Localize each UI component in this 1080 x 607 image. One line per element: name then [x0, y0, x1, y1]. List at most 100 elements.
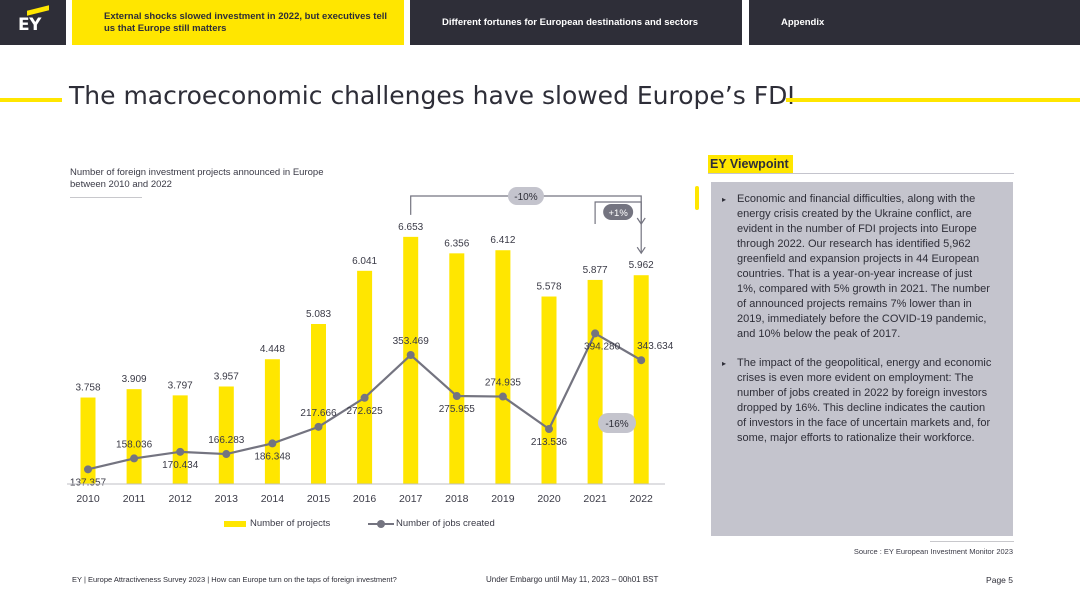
bar-2022: [633, 275, 649, 484]
bar-label-2010: 3.758: [75, 383, 100, 394]
x-tick-2022: 2022: [630, 493, 654, 505]
bar-2020: [541, 296, 557, 484]
jobs-point-2015: [314, 422, 323, 431]
page-title: The macroeconomic challenges have slowed…: [69, 81, 795, 110]
pill-plus1: [603, 204, 634, 220]
bar-2019: [495, 250, 511, 484]
jobs-label-2015: 217.666: [300, 408, 337, 419]
legend-bar-swatch: [224, 520, 246, 527]
bracket-arrow-small-icon: [636, 217, 646, 226]
pill-minus10: [507, 187, 544, 205]
logo-text: EY: [18, 15, 41, 35]
source-note: Source : EY European Investment Monitor …: [853, 547, 1013, 556]
jobs-point-2018: [452, 392, 461, 401]
bar-label-2022: 5.962: [629, 260, 654, 271]
bar-2010: [80, 397, 96, 484]
jobs-label-2012: 170.434: [162, 460, 199, 471]
jobs-point-2016: [360, 393, 369, 402]
jobs-label-2022: 343.634: [637, 341, 674, 352]
annotation-minus10: -10%: [514, 192, 537, 203]
bar-label-2012: 3.797: [168, 380, 193, 391]
jobs-point-2022: [637, 356, 646, 365]
bar-label-2020: 5.578: [536, 282, 561, 293]
jobs-label-2013: 166.283: [208, 435, 245, 446]
viewpoint-bullets: Economic and financial difficulties, alo…: [722, 192, 993, 446]
bar-2014: [264, 359, 280, 484]
jobs-label-2011: 158.036: [116, 439, 153, 450]
bar-label-2021: 5.877: [583, 265, 608, 276]
bar-2013: [218, 386, 234, 484]
jobs-point-2019: [498, 392, 507, 401]
x-tick-2010: 2010: [76, 493, 100, 505]
page-number: Page 5: [986, 575, 1013, 585]
chart-caption: Number of foreign investment projects an…: [70, 167, 324, 190]
jobs-label-2020: 213.536: [531, 437, 568, 448]
jobs-point-2020: [545, 425, 553, 434]
bar-label-2018: 6.356: [444, 238, 469, 249]
viewpoint-bullet-2: The impact of the geopolitical, energy a…: [722, 356, 993, 446]
x-tick-2018: 2018: [445, 493, 469, 505]
bar-label-2016: 6.041: [352, 256, 377, 267]
legend-line-swatch: [368, 519, 394, 529]
jobs-label-2017: 353.469: [393, 336, 430, 347]
x-tick-2015: 2015: [307, 493, 331, 505]
caption-divider: [70, 197, 142, 198]
legend-label-jobs: Number of jobs created: [396, 518, 495, 529]
legend-item-jobs: Number of jobs created: [368, 518, 495, 529]
bar-label-2014: 4.448: [260, 344, 285, 355]
bar-2018: [449, 253, 465, 484]
x-tick-2020: 2020: [537, 493, 561, 505]
jobs-label-2010: 137.357: [70, 477, 107, 488]
jobs-label-2014: 186.348: [254, 451, 291, 462]
tab-different-fortunes[interactable]: Different fortunes for European destinat…: [410, 0, 742, 45]
title-accent-right: [786, 98, 1080, 102]
viewpoint-heading: EY Viewpoint: [708, 155, 793, 173]
bar-2011: [126, 389, 142, 484]
tab-external-shocks[interactable]: External shocks slowed investment in 202…: [72, 0, 404, 45]
x-tick-2021: 2021: [583, 493, 607, 505]
bar-label-2019: 6.412: [490, 235, 515, 246]
x-tick-2011: 2011: [123, 493, 146, 505]
jobs-label-2018: 275.955: [439, 404, 476, 415]
bracket-arrow-icon: [636, 246, 646, 255]
jobs-point-2010: [84, 465, 92, 474]
ey-logo[interactable]: EY: [0, 0, 66, 45]
bar-2016: [357, 270, 373, 484]
bar-label-2015: 5.083: [306, 309, 331, 320]
jobs-label-2019: 274.935: [485, 378, 522, 389]
jobs-point-2021: [591, 329, 600, 338]
bar-2017: [403, 236, 419, 484]
viewpoint-divider: [708, 173, 1014, 174]
pill-minus16: [598, 413, 636, 433]
x-tick-2019: 2019: [491, 493, 515, 505]
jobs-point-2011: [130, 454, 139, 463]
bar-2021: [587, 279, 603, 484]
bar-2012: [172, 395, 188, 484]
x-tick-2017: 2017: [399, 493, 423, 505]
top-navigation: EY External shocks slowed investment in …: [0, 0, 1080, 45]
legend-item-projects: Number of projects: [224, 518, 330, 529]
viewpoint-bullet-1: Economic and financial difficulties, alo…: [722, 192, 993, 342]
bar-2015: [311, 323, 326, 484]
tab-appendix[interactable]: Appendix: [749, 0, 1080, 45]
viewpoint-accent: [695, 186, 699, 210]
bar-label-2013: 3.957: [214, 371, 239, 382]
jobs-label-2016: 272.625: [347, 406, 384, 417]
jobs-point-2017: [406, 351, 415, 360]
jobs-label-2021: 394.280: [584, 341, 621, 352]
x-tick-2014: 2014: [261, 493, 285, 505]
footer-embargo: Under Embargo until May 11, 2023 – 00h01…: [486, 575, 659, 584]
x-tick-2012: 2012: [169, 493, 193, 505]
source-divider: [930, 541, 1014, 542]
x-tick-2013: 2013: [215, 493, 239, 505]
annotation-plus1: +1%: [609, 208, 629, 219]
jobs-point-2014: [268, 439, 277, 448]
footer-survey-title: EY | Europe Attractiveness Survey 2023 |…: [72, 575, 397, 584]
annotation-minus16: -16%: [605, 419, 628, 430]
legend-label-projects: Number of projects: [250, 518, 331, 529]
bracket-2021-2022: [594, 201, 642, 224]
title-accent-left: [0, 98, 62, 102]
bar-label-2017: 6.653: [398, 222, 423, 233]
bar-label-2011: 3.909: [122, 374, 147, 385]
